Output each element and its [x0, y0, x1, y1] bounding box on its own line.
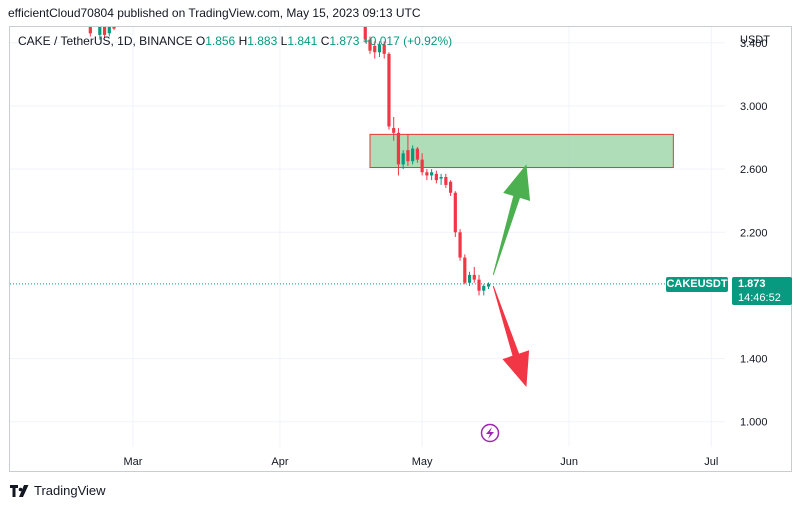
bearish-arrow — [492, 285, 530, 387]
x-tick-label: May — [412, 456, 433, 468]
candle-body — [373, 45, 377, 53]
open-value: 1.856 — [205, 34, 236, 48]
x-tick-label: Apr — [271, 456, 288, 468]
chart-frame[interactable] — [9, 26, 792, 472]
candle-body — [396, 132, 401, 165]
candle-body — [453, 192, 457, 233]
candle-body — [425, 172, 429, 176]
candle-body — [102, 27, 107, 35]
last-price-tag: 1.873 14:46:52 — [732, 277, 792, 305]
open-label: O — [195, 34, 206, 48]
candle-body — [486, 283, 491, 287]
candle-body — [377, 44, 382, 53]
candle-body — [472, 274, 476, 280]
candle-body — [392, 128, 396, 133]
symbol-legend: CAKE / TetherUS, 1D, BINANCE O1.856 H1.8… — [18, 34, 452, 48]
candle-body — [368, 39, 372, 51]
y-tick-label: 1.000 — [740, 417, 768, 429]
candle-body — [112, 27, 116, 29]
x-tick-label: Jul — [704, 456, 718, 468]
low-value: 1.841 — [287, 34, 318, 48]
candle-body — [107, 27, 111, 34]
candle-body — [467, 274, 472, 283]
countdown-value: 14:46:52 — [738, 292, 781, 304]
lightning-icon[interactable] — [480, 423, 500, 443]
ticker-tag: CAKEUSDT — [666, 277, 728, 292]
candle-body — [444, 177, 448, 185]
currency-unit[interactable]: USDT — [740, 34, 770, 46]
footer-brand-label: TradingView — [34, 483, 106, 498]
candle-body — [458, 232, 462, 258]
y-tick-label: 1.400 — [740, 354, 768, 366]
resistance-zone — [369, 133, 674, 169]
publisher-header: efficientCloud70804 published on Trading… — [8, 6, 421, 20]
change-value: +0.017 (+0.92%) — [362, 34, 453, 48]
candle-body — [88, 27, 92, 34]
candle-body — [477, 279, 481, 291]
candle-body — [434, 173, 438, 181]
candle-body — [430, 172, 434, 176]
candle-body — [363, 27, 367, 40]
symbol-name[interactable]: CAKE / TetherUS, 1D, BINANCE — [18, 34, 193, 48]
candle-body — [411, 148, 415, 162]
candle-body — [482, 285, 486, 291]
candle-body — [415, 148, 419, 160]
plot-area — [10, 27, 725, 387]
x-tick-label: Jun — [560, 456, 578, 468]
candle-body — [98, 27, 102, 35]
close-value: 1.873 — [329, 34, 360, 48]
candle-body — [439, 177, 443, 179]
candle-body — [448, 181, 453, 193]
y-tick-label: 3.000 — [740, 101, 768, 113]
candle-body — [463, 257, 467, 283]
candle-body — [401, 153, 405, 165]
last-price-value: 1.873 — [738, 278, 766, 290]
y-tick-label: 2.600 — [740, 164, 768, 176]
candle-body — [387, 53, 391, 127]
high-label: H — [238, 34, 248, 48]
y-tick-label: 2.200 — [740, 227, 768, 239]
footer-brand[interactable]: TradingView — [10, 483, 106, 498]
close-label: C — [320, 34, 330, 48]
low-label: L — [280, 34, 288, 48]
y-tick-label: 3.400 — [740, 38, 768, 50]
bullish-arrow — [492, 164, 531, 275]
candle-body — [406, 150, 410, 162]
candle-body — [382, 44, 386, 54]
ticker-tag-label: CAKEUSDT — [666, 278, 728, 290]
x-tick-label: Mar — [124, 456, 143, 468]
high-value: 1.883 — [247, 34, 278, 48]
candle-body — [420, 159, 424, 173]
tradingview-logo-icon — [10, 484, 29, 497]
